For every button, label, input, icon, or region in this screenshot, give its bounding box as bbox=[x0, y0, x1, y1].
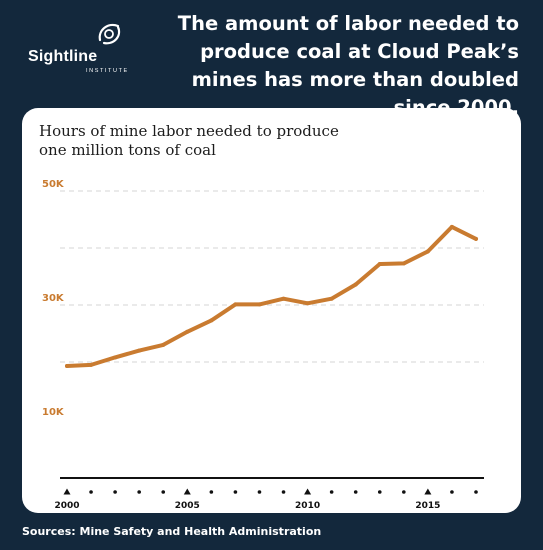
y-tick-label: 10K bbox=[42, 407, 65, 418]
data-point bbox=[305, 301, 310, 306]
data-point bbox=[113, 355, 118, 360]
data-point bbox=[401, 261, 406, 266]
chart-card: Hours of mine labor needed to produce on… bbox=[22, 108, 521, 513]
data-point bbox=[209, 318, 214, 323]
chart-title: Hours of mine labor needed to produce on… bbox=[39, 122, 339, 159]
data-point bbox=[89, 362, 94, 367]
line-chart: 10K 30K 50K 2000 2005 2010 2015 bbox=[42, 179, 484, 511]
x-tick-dot bbox=[161, 490, 166, 494]
x-tick-dot bbox=[233, 490, 238, 494]
data-point bbox=[281, 296, 286, 301]
x-tick-triangle bbox=[183, 488, 191, 495]
x-tick-dot bbox=[353, 490, 358, 494]
data-point bbox=[449, 224, 454, 229]
data-point bbox=[257, 302, 262, 307]
data-point bbox=[233, 302, 238, 307]
data-point bbox=[185, 329, 190, 334]
x-tick-label: 2010 bbox=[295, 501, 320, 511]
x-tick-dot bbox=[402, 490, 406, 494]
x-tick-triangle bbox=[304, 488, 312, 495]
x-tick-label: 2000 bbox=[54, 501, 79, 511]
headline: The amount of labor needed to produce co… bbox=[177, 12, 519, 119]
x-tick-triangle bbox=[424, 488, 432, 495]
x-tick-dot bbox=[137, 490, 141, 494]
x-tick-triangle bbox=[63, 488, 71, 495]
sightline-logo: Sightline INSTITUTE bbox=[22, 18, 142, 74]
x-tick-dot bbox=[377, 490, 382, 494]
data-point bbox=[137, 348, 142, 353]
data-point bbox=[425, 249, 430, 254]
series-line bbox=[65, 224, 478, 368]
y-tick-label: 30K bbox=[42, 293, 65, 304]
x-tick-dot bbox=[474, 490, 478, 494]
data-point bbox=[353, 282, 358, 287]
x-tick-dot bbox=[209, 490, 214, 494]
x-tick-dot bbox=[257, 490, 262, 494]
source-note: Sources: Mine Safety and Health Administ… bbox=[22, 525, 322, 538]
x-tick-label: 2015 bbox=[415, 501, 440, 511]
x-tick-dot bbox=[281, 490, 286, 494]
data-point bbox=[377, 261, 382, 266]
x-tick-dot bbox=[329, 490, 334, 494]
brand-subtitle: INSTITUTE bbox=[86, 68, 129, 74]
data-point bbox=[65, 363, 69, 368]
x-tick-label: 2005 bbox=[175, 501, 200, 511]
logo-mark-icon bbox=[98, 23, 121, 45]
y-tick-label: 50K bbox=[42, 179, 65, 190]
data-point bbox=[474, 236, 478, 241]
data-point bbox=[329, 296, 334, 301]
x-tick-dot bbox=[113, 490, 117, 494]
data-point bbox=[161, 342, 166, 347]
x-tick-dot bbox=[89, 490, 93, 494]
brand-name: Sightline bbox=[28, 48, 98, 65]
x-tick-dot bbox=[450, 490, 454, 494]
